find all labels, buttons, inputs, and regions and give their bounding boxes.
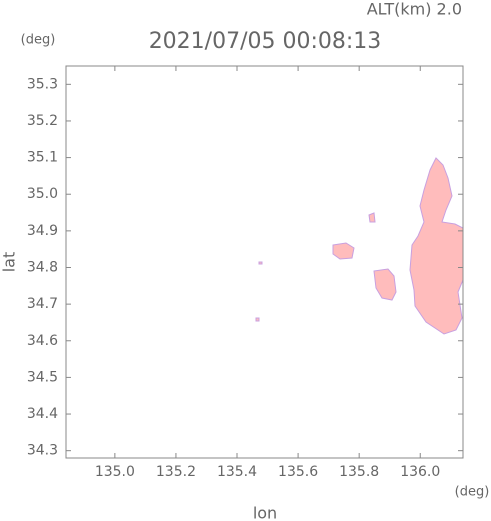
y-tick-label: 34.7 (27, 296, 58, 312)
x-tick-label: 135.8 (339, 464, 379, 480)
y-tick-label: 34.4 (27, 406, 58, 422)
y-tick-label: 34.5 (27, 369, 58, 385)
x-tick-label: 135.2 (156, 464, 196, 480)
y-tick-label: 34.6 (27, 333, 58, 349)
y-tick-label: 34.9 (27, 223, 58, 239)
x-tick-label: 136.0 (400, 464, 440, 480)
y-tick-label: 35.1 (27, 150, 58, 166)
y-tick-label: 35.3 (27, 76, 58, 92)
y-tick-label: 35.2 (27, 113, 58, 129)
y-tick-label: 34.8 (27, 259, 58, 275)
chart-title: 2021/07/05 00:08:13 (149, 29, 382, 54)
y-tick-label: 34.3 (27, 443, 58, 459)
x-tick-label: 135.6 (278, 464, 318, 480)
x-tick-label: 135.0 (95, 464, 135, 480)
x-axis-label: lon (253, 504, 277, 521)
y-tick-label: 35.0 (27, 186, 58, 202)
altitude-label: ALT(km) 2.0 (367, 0, 462, 19)
echo-region (255, 157, 464, 335)
y-unit: (deg) (21, 33, 56, 48)
plot-frame (65, 65, 464, 459)
x-tick-label: 135.4 (217, 464, 257, 480)
x-unit: (deg) (455, 485, 490, 500)
y-axis-label: lat (0, 252, 19, 273)
